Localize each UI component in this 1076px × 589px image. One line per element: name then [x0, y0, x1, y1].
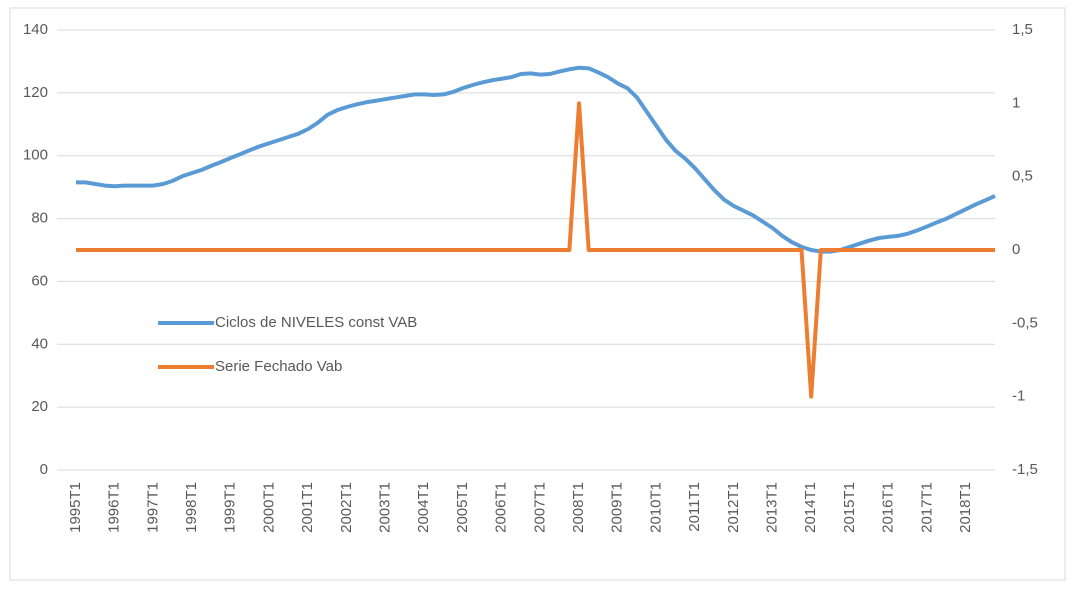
x-tick-label: 1998T1	[183, 482, 200, 533]
x-tick-label: 2010T1	[647, 482, 664, 533]
y2-tick-label: -1,5	[1012, 461, 1038, 478]
x-tick-label: 1997T1	[144, 482, 161, 533]
series-line	[76, 101, 995, 399]
legend-label: Ciclos de NIVELES const VAB	[215, 314, 417, 331]
x-tick-label: 2015T1	[841, 482, 858, 533]
x-tick-label: 2009T1	[609, 482, 626, 533]
y-tick-label: 120	[23, 84, 48, 101]
x-tick-label: 2003T1	[377, 482, 394, 533]
x-tick-label: 2008T1	[570, 482, 587, 533]
y-tick-label: 60	[31, 272, 48, 289]
x-tick-label: 2005T1	[454, 482, 471, 533]
x-tick-label: 2000T1	[260, 482, 277, 533]
y2-tick-label: 1,5	[1012, 21, 1033, 38]
y-tick-label: 140	[23, 21, 48, 38]
y2-tick-label: 0,5	[1012, 168, 1033, 185]
x-tick-label: 1995T1	[67, 482, 84, 533]
y2-tick-label: 1	[1012, 94, 1020, 111]
y-tick-label: 20	[31, 398, 48, 415]
x-tick-label: 2001T1	[299, 482, 316, 533]
x-tick-label: 2014T1	[802, 482, 819, 533]
x-tick-label: 2012T1	[725, 482, 742, 533]
y2-tick-label: 0	[1012, 241, 1020, 258]
y-tick-label: 40	[31, 335, 48, 352]
y-tick-label: 100	[23, 147, 48, 164]
x-tick-label: 2016T1	[880, 482, 897, 533]
x-tick-label: 2017T1	[918, 482, 935, 533]
x-tick-label: 2006T1	[493, 482, 510, 533]
x-tick-label: 2018T1	[957, 482, 974, 533]
x-tick-label: 1996T1	[106, 482, 123, 533]
x-tick-label: 2011T1	[686, 482, 703, 532]
x-tick-label: 1999T1	[222, 482, 239, 533]
legend-label: Serie Fechado Vab	[215, 358, 342, 375]
x-tick-label: 2013T1	[763, 482, 780, 533]
x-tick-label: 2004T1	[415, 482, 432, 533]
y-tick-label: 0	[40, 461, 48, 478]
x-tick-label: 2007T1	[531, 482, 548, 533]
y2-tick-label: -0,5	[1012, 314, 1038, 331]
y-tick-label: 80	[31, 210, 48, 227]
chart-border	[9, 7, 1066, 581]
y2-tick-label: -1	[1012, 388, 1025, 405]
x-tick-label: 2002T1	[338, 482, 355, 533]
